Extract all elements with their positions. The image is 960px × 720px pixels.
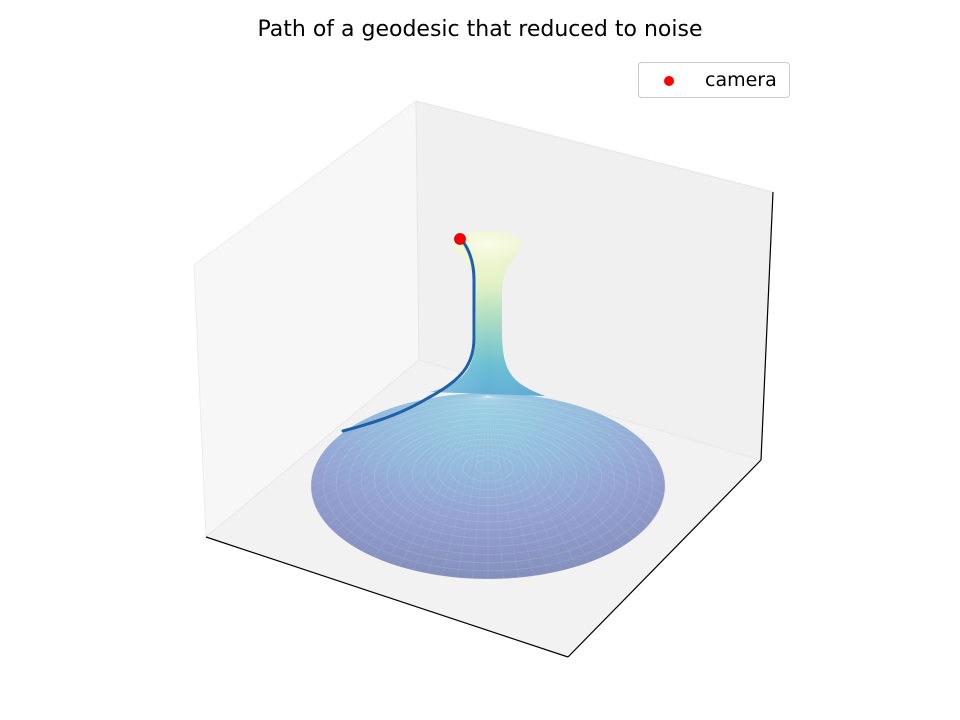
mesh-meridian <box>311 395 489 487</box>
mesh-meridian <box>487 395 603 558</box>
mesh-meridian <box>386 395 489 563</box>
mesh-meridian <box>487 395 665 495</box>
mesh-meridian <box>327 395 489 448</box>
mesh-meridian <box>352 395 489 547</box>
mesh-meridian <box>487 395 660 463</box>
legend-camera-marker <box>664 76 674 86</box>
mesh-meridian <box>487 395 624 427</box>
mesh-meridian <box>487 395 614 421</box>
mesh-meridian <box>472 393 489 397</box>
mesh-ring <box>348 407 628 556</box>
mesh-meridian <box>342 395 489 434</box>
mesh-meridian <box>441 395 489 576</box>
mesh-meridian <box>472 395 489 579</box>
legend-camera-label: camera <box>705 69 777 91</box>
geodesic-path <box>341 237 476 433</box>
mesh-meridian <box>487 395 663 503</box>
mesh-meridian <box>487 395 649 448</box>
mesh-ring <box>474 459 502 474</box>
mesh-meridian <box>487 395 577 406</box>
mesh-meridian <box>327 395 489 526</box>
mesh-meridian <box>487 395 665 479</box>
mesh-meridian <box>412 395 489 571</box>
mesh-meridian <box>362 395 489 421</box>
mesh-meridian <box>487 395 655 519</box>
mesh-meridian <box>487 395 504 579</box>
mesh-ring <box>424 438 552 507</box>
surface-neck-shading <box>430 244 545 396</box>
y-axis-line <box>567 459 762 658</box>
mesh-meridian <box>487 395 642 440</box>
mesh-meridian <box>386 395 489 411</box>
chart-title: Path of a geodesic that reduced to noise <box>257 17 703 42</box>
mesh-ring <box>335 402 641 564</box>
mesh-meridian <box>316 395 489 463</box>
surface-mesh <box>311 393 665 579</box>
mesh-meridian <box>313 395 489 471</box>
camera-marker <box>454 233 466 245</box>
surface-base-disc <box>311 393 665 579</box>
mesh-meridian <box>373 395 489 558</box>
mesh-meridian <box>487 395 663 471</box>
mesh-meridian <box>487 395 577 567</box>
mesh-meridian <box>311 395 489 495</box>
mesh-meridian <box>487 395 634 540</box>
mesh-ring <box>436 443 540 499</box>
mesh-meridian <box>487 395 549 400</box>
mesh-meridian <box>487 395 665 487</box>
mesh-meridian <box>342 395 489 540</box>
mesh-meridian <box>487 395 642 533</box>
mesh-meridian <box>399 395 489 567</box>
mesh-meridian <box>321 395 489 519</box>
mesh-meridian <box>487 395 590 563</box>
mesh-ring <box>373 418 603 539</box>
mesh-meridian <box>487 395 563 403</box>
mesh-meridian <box>374 395 489 416</box>
mesh-ring <box>462 454 514 482</box>
mesh-meridian <box>487 395 614 553</box>
mesh-ring <box>449 449 527 490</box>
mesh-meridian <box>427 395 489 400</box>
mesh-meridian <box>487 395 624 547</box>
mesh-meridian <box>316 395 489 511</box>
mesh-ring <box>323 397 653 572</box>
mesh-meridian <box>456 395 489 578</box>
mesh-meridian <box>487 395 564 571</box>
mesh-meridian <box>334 395 489 440</box>
mesh-meridian <box>313 395 489 503</box>
mesh-meridian <box>311 395 489 479</box>
mesh-meridian <box>321 395 489 455</box>
mesh-ring <box>411 433 565 515</box>
mesh-meridian <box>487 395 590 411</box>
mesh-ring <box>386 423 590 531</box>
mesh-meridian <box>457 393 489 397</box>
mesh-meridian <box>426 395 489 574</box>
mesh-meridian <box>487 395 535 576</box>
x-axis-line <box>205 536 569 658</box>
mesh-meridian <box>487 395 655 455</box>
mesh-meridian <box>487 395 550 574</box>
legend: camera <box>638 62 790 98</box>
mesh-meridian <box>487 395 634 434</box>
mesh-ring <box>361 413 615 547</box>
mesh-meridian <box>487 395 602 416</box>
mesh-meridian <box>487 395 660 511</box>
mesh-meridian <box>487 395 520 578</box>
mesh-meridian <box>362 395 489 553</box>
z-axis-line <box>760 191 774 461</box>
mesh-meridian <box>487 395 649 526</box>
mesh-ring <box>399 428 577 523</box>
mesh-meridian <box>334 395 489 533</box>
